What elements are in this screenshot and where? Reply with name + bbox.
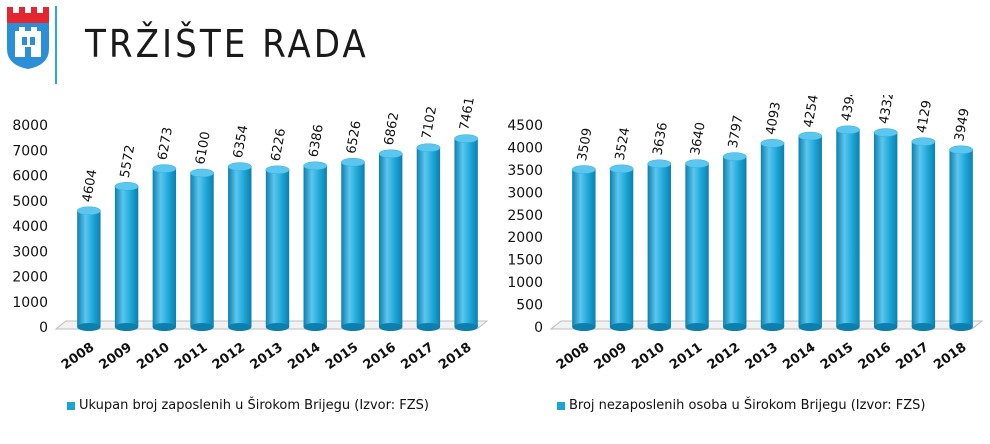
bar: [190, 168, 214, 331]
data-label: 7102: [420, 105, 441, 140]
bar: [227, 162, 252, 331]
data-label: 6100: [193, 130, 214, 165]
data-label: 7461: [457, 96, 478, 131]
data-label: 6354: [231, 124, 252, 159]
legend-employed: Ukupan broj zaposlenih u Širokom Brijegu…: [67, 398, 429, 413]
data-label: 4394: [839, 95, 860, 122]
y-tick-label: 8000: [12, 118, 48, 134]
y-tick-label: 5000: [12, 194, 48, 210]
bar: [378, 149, 403, 331]
x-tick-label: 2018: [436, 340, 474, 373]
data-label: 6273: [155, 126, 176, 161]
y-tick-label: 2000: [12, 270, 48, 286]
chart-employed-svg: 0 1000 2000 3000 4000 5000 6000 7000 8000 4604 200…: [12, 96, 489, 373]
y-tick-label: 2000: [507, 230, 543, 246]
x-tick-label: 2008: [554, 340, 592, 373]
y-tick-label: 2500: [507, 208, 543, 224]
x-tick-label: 2014: [780, 340, 818, 373]
y-tick-label: 7000: [12, 143, 48, 159]
x-tick-label: 2017: [398, 340, 436, 373]
chart-unemployed-svg: 0 500 1000 1500 2000 2500 3000 3500 4000 4500 3509…: [507, 95, 984, 373]
x-tick-label: 2014: [285, 340, 323, 373]
bar: [454, 134, 479, 331]
bar: [341, 157, 365, 331]
data-label: 4129: [915, 99, 936, 134]
x-tick-label: 2011: [667, 340, 705, 373]
y-tick-label: 3000: [507, 185, 543, 201]
page-title: TRŽIŠTE RADA: [85, 22, 369, 66]
y-tick-label: 1000: [507, 275, 543, 291]
data-label: 3640: [688, 121, 709, 156]
x-tick-label: 2013: [743, 340, 781, 373]
bar: [647, 159, 672, 331]
data-label: 3636: [650, 121, 671, 156]
x-tick-label: 2012: [210, 340, 248, 373]
data-label: 4093: [764, 101, 785, 136]
legend-unemployed: Broj nezaposlenih osoba u Širokom Brijeg…: [557, 398, 925, 413]
x-tick-label: 2011: [172, 340, 210, 373]
chart-employed: 0 1000 2000 3000 4000 5000 6000 7000 8000 4604 200…: [0, 95, 495, 435]
data-label: 6526: [344, 120, 365, 155]
bar: [798, 131, 823, 331]
y-tick-label: 1500: [507, 253, 543, 269]
data-label: 3949: [952, 107, 973, 142]
data-label: 3524: [613, 126, 634, 161]
x-tick-label: 2015: [818, 340, 856, 373]
bar: [760, 139, 785, 331]
bar: [609, 164, 634, 331]
legend-label: Ukupan broj zaposlenih u Širokom Brijegu…: [79, 398, 429, 413]
data-label: 4332: [877, 95, 898, 125]
bar: [571, 165, 596, 331]
chart-unemployed: 0 500 1000 1500 2000 2500 3000 3500 4000 4500 3509…: [495, 95, 990, 435]
data-label: 3797: [726, 114, 747, 149]
x-tick-label: 2010: [629, 340, 667, 373]
x-tick-label: 2017: [893, 340, 931, 373]
bar: [303, 161, 328, 331]
y-tick-label: 3000: [12, 244, 48, 260]
data-label: 6226: [269, 127, 290, 162]
bar: [722, 152, 747, 331]
city-crest-icon: [7, 7, 49, 69]
data-label: 4254: [801, 95, 822, 129]
y-tick-label: 4000: [507, 140, 543, 156]
bar: [836, 125, 860, 331]
bar: [76, 206, 101, 331]
y-tick-label: 6000: [12, 169, 48, 185]
data-label: 4604: [80, 168, 101, 203]
data-label: 5572: [118, 144, 139, 179]
x-tick-label: 2018: [931, 340, 969, 373]
y-tick-label: 4000: [12, 219, 48, 235]
y-tick-label: 0: [39, 320, 48, 336]
header-divider: [55, 6, 57, 84]
y-tick-label: 1000: [12, 295, 48, 311]
x-tick-label: 2012: [705, 340, 743, 373]
y-tick-label: 3500: [507, 163, 543, 179]
x-tick-label: 2016: [856, 340, 894, 373]
data-label: 6862: [382, 111, 403, 146]
bar: [873, 128, 898, 331]
legend-swatch: [557, 401, 565, 410]
x-tick-label: 2016: [361, 340, 399, 373]
y-tick-label: 0: [534, 320, 543, 336]
legend-label: Broj nezaposlenih osoba u Širokom Brijeg…: [569, 398, 926, 413]
header: TRŽIŠTE RADA: [0, 0, 990, 90]
bar: [416, 143, 441, 331]
bar: [265, 165, 290, 331]
x-tick-label: 2010: [134, 340, 172, 373]
x-tick-label: 2009: [97, 340, 135, 373]
data-label: 3509: [575, 127, 596, 162]
bar: [114, 182, 139, 331]
x-tick-label: 2015: [323, 340, 361, 373]
x-tick-label: 2013: [248, 340, 286, 373]
y-tick-label: 500: [516, 298, 543, 314]
x-tick-label: 2008: [59, 340, 97, 373]
x-tick-label: 2009: [592, 340, 630, 373]
legend-swatch: [67, 401, 75, 410]
bar: [949, 145, 974, 331]
y-tick-label: 4500: [507, 118, 543, 134]
data-label: 6386: [306, 123, 327, 158]
bar: [685, 159, 709, 331]
bar: [152, 164, 177, 331]
bar: [911, 137, 936, 331]
